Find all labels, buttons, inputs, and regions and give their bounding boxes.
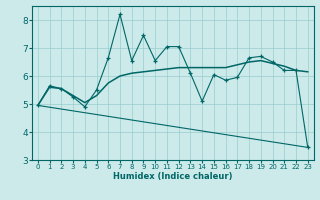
X-axis label: Humidex (Indice chaleur): Humidex (Indice chaleur) xyxy=(113,172,233,181)
